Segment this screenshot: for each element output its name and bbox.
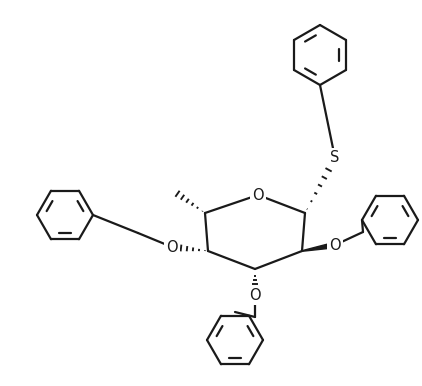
Text: O: O — [329, 237, 341, 252]
Text: O: O — [166, 239, 178, 254]
Text: O: O — [252, 188, 264, 203]
Text: O: O — [249, 288, 261, 303]
Polygon shape — [302, 242, 335, 251]
Text: S: S — [330, 151, 340, 166]
